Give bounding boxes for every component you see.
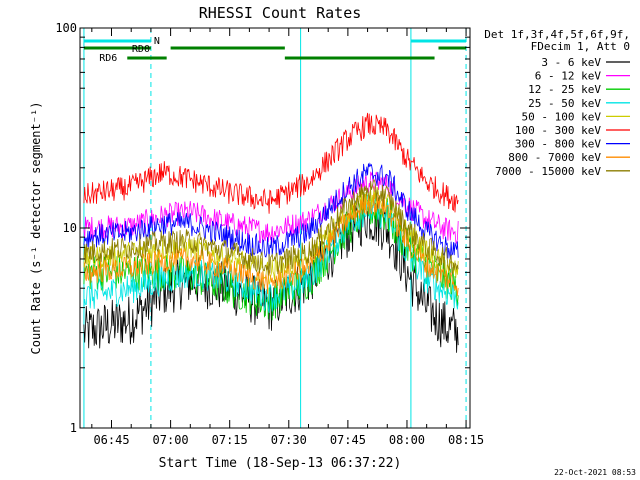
x-axis-ticks: 06:45 07:00 07:15 07:30 07:45 08:00 08:15 [91, 28, 484, 447]
series-line [83, 178, 459, 276]
legend-entry-label: 6 - 12 keV [535, 70, 602, 83]
legend-header: FDecim 1, Att 0 [531, 40, 630, 53]
legend-entry-label: 3 - 6 keV [541, 56, 601, 69]
x-tick-label: 07:45 [330, 433, 366, 447]
attenuator-bars: N RD0 RD6 [83, 36, 467, 64]
y-tick-label: 10 [63, 221, 77, 235]
night-label: N [154, 36, 160, 47]
rd0-label: RD0 [132, 44, 150, 55]
series-line [83, 112, 459, 214]
legend-entry-label: 25 - 50 keV [528, 97, 601, 110]
legend-entry-label: 7000 - 15000 keV [495, 165, 601, 178]
y-axis-ticks: 1 10 100 [55, 21, 470, 435]
legend-entry-label: 300 - 800 keV [515, 138, 601, 151]
x-tick-label: 08:00 [389, 433, 425, 447]
x-axis-label: Start Time (18-Sep-13 06:37:22) [159, 456, 402, 471]
series-lines [83, 112, 459, 353]
x-tick-label: 07:00 [153, 433, 189, 447]
series-line [83, 194, 459, 313]
x-tick-label: 06:45 [93, 433, 129, 447]
legend: Det 1f,3f,4f,5f,6f,9f,FDecim 1, Att 0 3 -… [484, 28, 630, 178]
x-tick-label: 07:15 [212, 433, 248, 447]
y-tick-label: 100 [55, 21, 77, 35]
x-tick-label: 07:30 [271, 433, 307, 447]
legend-entry-label: 12 - 25 keV [528, 83, 601, 96]
footer-date: 22-Oct-2021 08:53 [554, 468, 636, 477]
legend-entry-label: 50 - 100 keV [522, 110, 602, 123]
y-tick-label: 1 [70, 421, 77, 435]
rd6-label: RD6 [99, 53, 117, 64]
legend-entry-label: 100 - 300 keV [515, 124, 601, 137]
legend-entry-label: 800 - 7000 keV [508, 151, 601, 164]
x-tick-label: 08:15 [448, 433, 484, 447]
legend-header: Det 1f,3f,4f,5f,6f,9f, [484, 28, 630, 41]
chart-title: RHESSI Count Rates [199, 4, 362, 22]
series-line [83, 200, 459, 353]
y-axis-label: Count Rate (s⁻¹ detector segment⁻¹) [29, 102, 43, 355]
